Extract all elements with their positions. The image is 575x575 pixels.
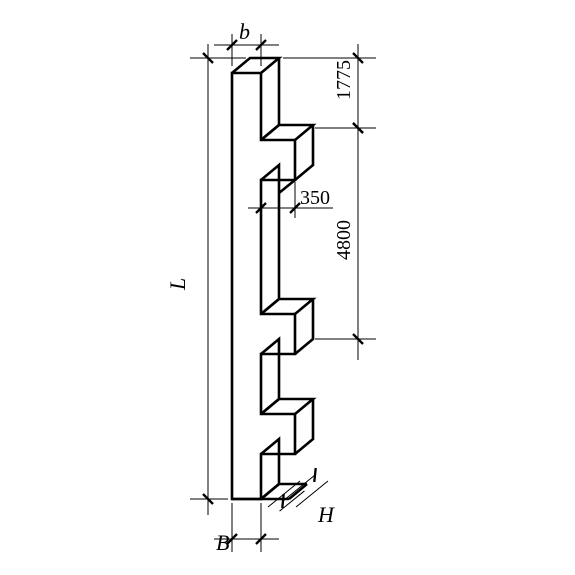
dim-350: 350 [300,187,330,209]
dim-H: H [317,502,335,527]
dim-4800: 4800 [333,220,355,260]
column-outline [232,58,313,499]
engineering-drawing: b L 1775 4800 350 B H [0,0,575,575]
dim-B: B [216,530,229,555]
dimension-set: b L 1775 4800 350 B H [165,19,376,555]
dim-L: L [165,278,190,291]
dim-b: b [239,19,250,44]
dim-1775: 1775 [333,60,355,100]
